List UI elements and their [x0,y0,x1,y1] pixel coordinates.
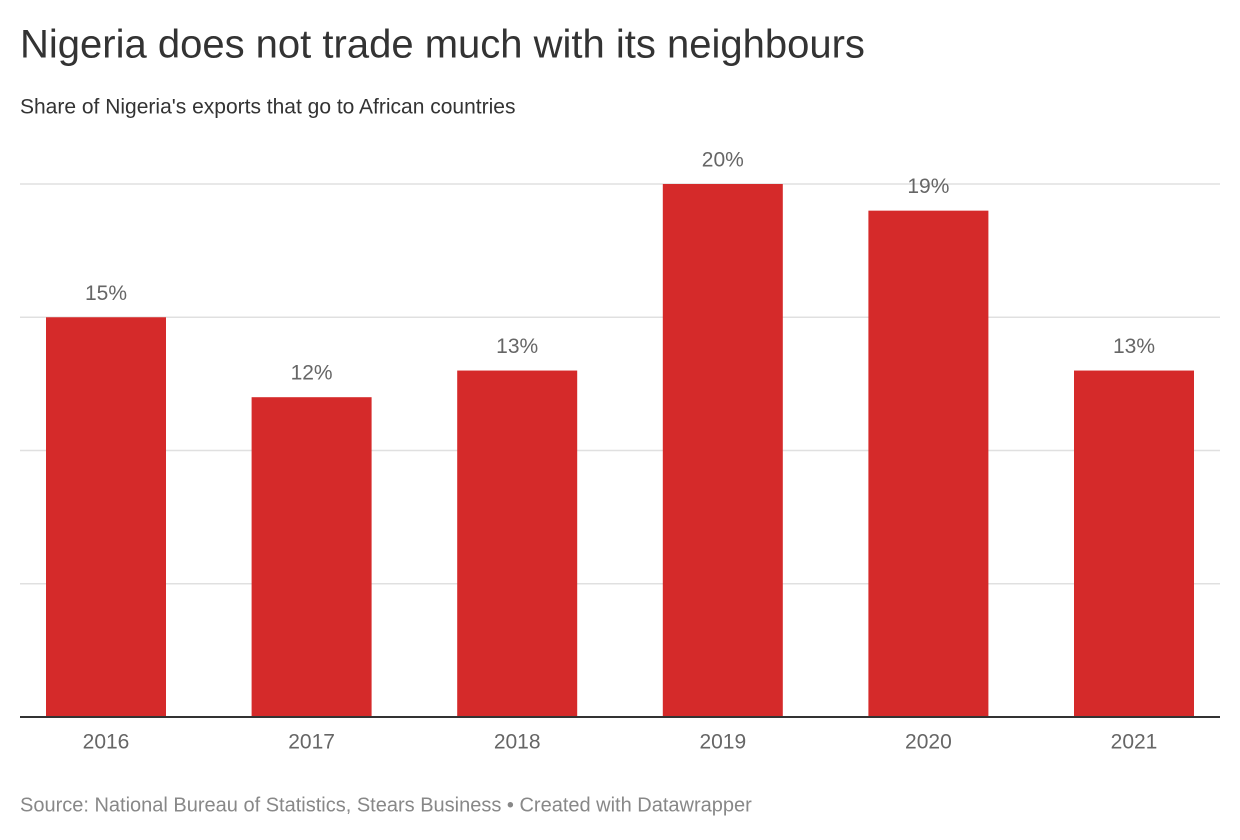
value-label: 13% [1113,335,1155,358]
bar [868,210,989,717]
chart-subtitle: Share of Nigeria's exports that go to Af… [20,96,515,119]
x-tick-label: 2019 [699,731,746,754]
value-label: 15% [85,282,127,305]
value-label: 13% [496,335,538,358]
bar [457,370,578,717]
chart-title: Nigeria does not trade much with its nei… [20,23,865,67]
bar [46,317,166,717]
value-label: 19% [907,175,949,198]
source-note: Source: National Bureau of Statistics, S… [20,794,752,816]
x-tick-label: 2018 [494,731,541,754]
bar [1074,370,1194,717]
x-tick-label: 2016 [83,731,130,754]
bar [662,184,783,717]
x-tick-label: 2017 [288,731,335,754]
value-label: 20% [702,149,744,172]
bar [251,397,372,717]
x-tick-label: 2020 [905,731,952,754]
x-tick-label: 2021 [1111,731,1158,754]
value-label: 12% [291,362,333,385]
